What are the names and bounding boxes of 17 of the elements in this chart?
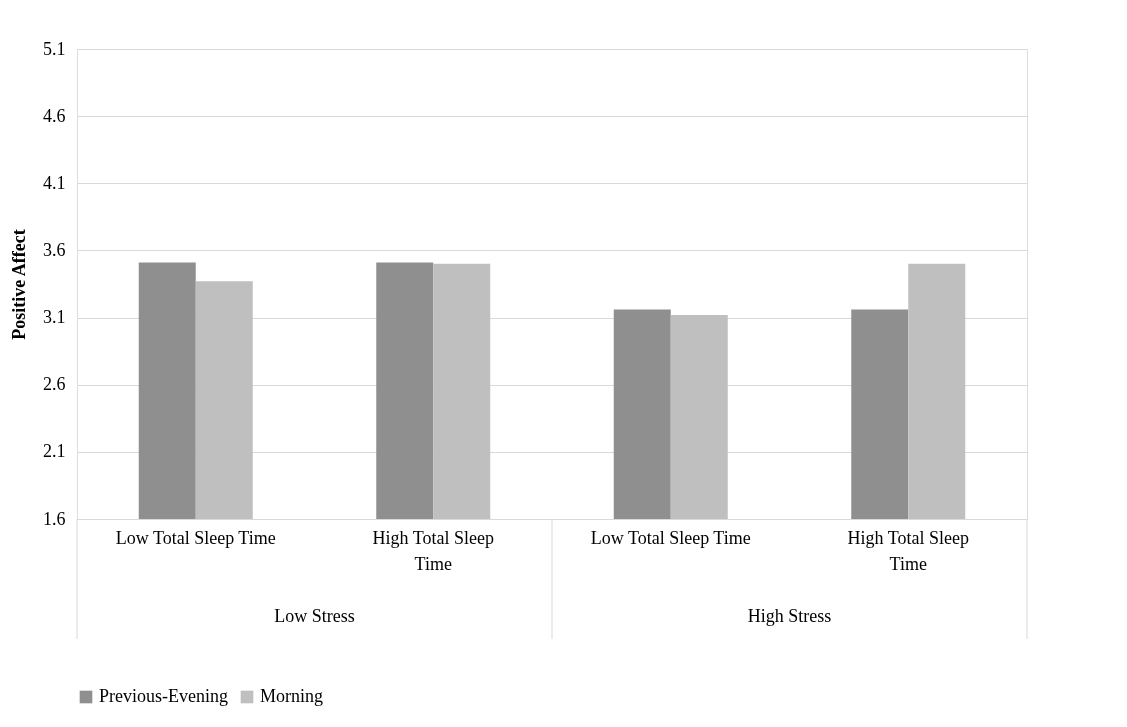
x-tick-label: Low Total Sleep Time [590,527,751,548]
y-tick-label: 3.6 [43,239,66,260]
y-tick-label: 3.1 [43,307,66,328]
x-tick-label: High Total Sleep Time [372,527,494,574]
y-tick-label: 1.6 [43,508,66,529]
text: Low Stress [274,606,355,626]
y-axis-title: Positive Affect [9,229,29,340]
text: High Stress [747,606,832,626]
y-tick-label: 2.1 [43,441,66,462]
x-tick-label: High Total Sleep Time [847,527,969,574]
legend-label: Morning [260,686,323,706]
x-tick-label: Low Total Sleep Time [115,527,276,548]
legend-label: Previous-Evening [99,686,228,706]
y-tick-label: 2.6 [43,374,66,395]
y-tick-label: 4.1 [43,172,66,193]
y-tick-label: 5.1 [43,38,66,59]
y-tick-label: 4.6 [43,105,66,126]
